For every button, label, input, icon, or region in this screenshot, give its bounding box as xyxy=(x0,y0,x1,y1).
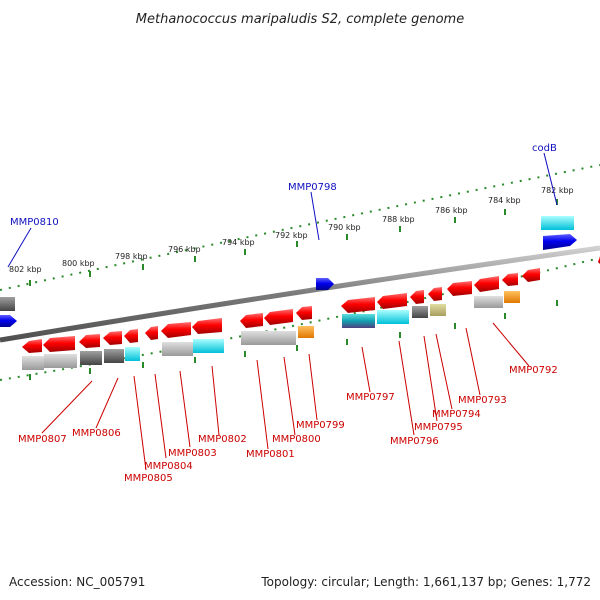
annotation-block[interactable] xyxy=(241,331,296,345)
gene-MMP0791[interactable] xyxy=(502,273,518,286)
lower-leader-lines xyxy=(41,322,530,471)
reverse-genes xyxy=(22,268,540,353)
topology-text: Topology: circular; Length: 1,661,137 bp… xyxy=(260,575,591,589)
label-MMP0797[interactable]: MMP0797 xyxy=(346,392,395,403)
annotation-block[interactable] xyxy=(298,326,314,338)
label-MMP0807[interactable]: MMP0807 xyxy=(18,434,67,445)
label-MMP0800[interactable]: MMP0800 xyxy=(272,434,321,445)
map-title: Methanococcus maripaludis S2, complete g… xyxy=(136,12,464,27)
annotation-block[interactable] xyxy=(504,291,520,303)
gene-MMP0805[interactable] xyxy=(79,334,100,348)
label-MMP0801[interactable]: MMP0801 xyxy=(246,449,295,460)
lower-major-ticks xyxy=(29,300,558,380)
kbp-label: 792 kbp xyxy=(275,231,308,240)
label-MMP0803[interactable]: MMP0803 xyxy=(168,448,217,459)
gene-MMP0810[interactable] xyxy=(0,315,17,327)
gene-MMP0799a[interactable] xyxy=(240,313,263,328)
annotation-block[interactable] xyxy=(412,306,428,318)
gene-MMP0799b[interactable] xyxy=(264,309,293,325)
gene-MMP0802[interactable] xyxy=(145,326,158,340)
label-MMP0792[interactable]: MMP0792 xyxy=(509,365,558,376)
gene-MMP0795[interactable] xyxy=(410,290,424,304)
label-codB[interactable]: codB xyxy=(532,143,557,154)
upper-major-ticks xyxy=(29,199,558,286)
upper-tick-track xyxy=(0,164,600,291)
label-MMP0793[interactable]: MMP0793 xyxy=(458,395,507,406)
gene-MMP0792[interactable] xyxy=(474,276,499,292)
kbp-label: 800 kbp xyxy=(62,259,95,268)
annotation-block[interactable] xyxy=(193,339,224,353)
label-MMP0804[interactable]: MMP0804 xyxy=(144,461,193,472)
kbp-label: 796 kbp xyxy=(168,245,201,254)
gene-MMP0796[interactable] xyxy=(377,293,407,309)
forward-genes xyxy=(0,216,600,327)
gene-MMP0803[interactable] xyxy=(124,329,138,343)
accession-text: Accession: NC_005791 xyxy=(9,575,145,589)
gene-MMP0793[interactable] xyxy=(447,281,472,296)
gene-MMP0810-annotation[interactable] xyxy=(0,297,15,311)
kbp-label: 798 kbp xyxy=(115,252,148,261)
kbp-label: 802 kbp xyxy=(9,265,42,274)
kbp-label: 788 kbp xyxy=(382,215,415,224)
kbp-label: 794 kbp xyxy=(222,238,255,247)
kbp-label: 790 kbp xyxy=(328,223,361,232)
label-MMP0798[interactable]: MMP0798 xyxy=(288,182,337,193)
gene-MMP0807[interactable] xyxy=(22,339,42,353)
annotation-block[interactable] xyxy=(44,354,77,368)
kbp-label: 786 kbp xyxy=(435,206,468,215)
annotation-block[interactable] xyxy=(22,356,44,370)
annotation-block[interactable] xyxy=(104,349,124,363)
annotation-block[interactable] xyxy=(125,347,140,361)
kbp-labels: 802 kbp 800 kbp 798 kbp 796 kbp 794 kbp … xyxy=(9,186,574,274)
gene-MMP0798[interactable] xyxy=(316,278,334,290)
lower-labels: MMP0807 MMP0806 MMP0805 MMP0804 MMP0803 … xyxy=(18,365,558,484)
gene-MMP0799c[interactable] xyxy=(296,306,312,320)
gene-MMP0800[interactable] xyxy=(192,318,222,334)
label-MMP0794[interactable]: MMP0794 xyxy=(432,409,481,420)
label-MMP0802[interactable]: MMP0802 xyxy=(198,434,247,445)
label-MMP0799[interactable]: MMP0799 xyxy=(296,420,345,431)
annotation-block[interactable] xyxy=(377,310,409,324)
annotation-block[interactable] xyxy=(162,342,193,356)
gene-MMP0790[interactable] xyxy=(522,268,540,282)
gene-annotation-blocks xyxy=(22,291,520,370)
gene-codB-annotation[interactable] xyxy=(541,216,574,230)
upper-leader-lines xyxy=(7,152,558,268)
genome-backbone xyxy=(0,245,600,343)
label-MMP0806[interactable]: MMP0806 xyxy=(72,428,121,439)
gene-MMP0794[interactable] xyxy=(428,287,442,301)
gene-MMP0797[interactable] xyxy=(341,297,375,313)
label-MMP0796[interactable]: MMP0796 xyxy=(390,436,439,447)
kbp-label: 782 kbp xyxy=(541,186,574,195)
upper-labels: MMP0810 MMP0798 codB xyxy=(10,143,557,228)
gene-MMP0804[interactable] xyxy=(103,331,122,345)
annotation-block[interactable] xyxy=(80,351,102,365)
gene-MMP0801[interactable] xyxy=(161,322,191,338)
gene-codB[interactable] xyxy=(543,234,577,250)
label-MMP0795[interactable]: MMP0795 xyxy=(414,422,463,433)
annotation-block[interactable] xyxy=(430,304,446,316)
label-MMP0805[interactable]: MMP0805 xyxy=(124,473,173,484)
annotation-block[interactable] xyxy=(474,296,503,308)
gene-MMP0806[interactable] xyxy=(43,336,75,352)
label-MMP0810[interactable]: MMP0810 xyxy=(10,217,59,228)
annotation-block[interactable] xyxy=(342,314,375,328)
kbp-label: 784 kbp xyxy=(488,196,521,205)
